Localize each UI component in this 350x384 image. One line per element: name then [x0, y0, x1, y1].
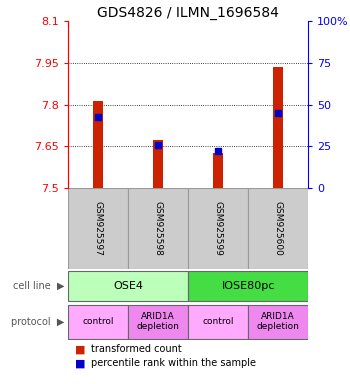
Bar: [68, 188, 128, 269]
Bar: [153, 139, 163, 188]
Bar: [68, 271, 188, 301]
Bar: [273, 67, 283, 188]
Bar: [68, 305, 128, 339]
Text: GSM925600: GSM925600: [274, 201, 282, 256]
Text: OSE4: OSE4: [113, 281, 143, 291]
Text: percentile rank within the sample: percentile rank within the sample: [91, 358, 256, 369]
Text: GSM925599: GSM925599: [214, 201, 223, 256]
Text: cell line  ▶: cell line ▶: [13, 281, 65, 291]
Bar: [93, 101, 103, 188]
Bar: [188, 305, 248, 339]
Text: protocol  ▶: protocol ▶: [11, 317, 65, 327]
Text: GSM925598: GSM925598: [154, 201, 163, 256]
Text: GSM925597: GSM925597: [94, 201, 103, 256]
Text: transformed count: transformed count: [91, 344, 182, 354]
Text: control: control: [83, 317, 114, 326]
Bar: [248, 305, 308, 339]
Text: ARID1A
depletion: ARID1A depletion: [137, 312, 180, 331]
Title: GDS4826 / ILMN_1696584: GDS4826 / ILMN_1696584: [97, 6, 279, 20]
Text: ■: ■: [75, 344, 86, 354]
Text: control: control: [202, 317, 234, 326]
Bar: [188, 188, 248, 269]
Text: ■: ■: [75, 358, 86, 369]
Bar: [213, 154, 223, 188]
Text: IOSE80pc: IOSE80pc: [222, 281, 275, 291]
Bar: [188, 271, 308, 301]
Bar: [128, 188, 188, 269]
Text: ARID1A
depletion: ARID1A depletion: [257, 312, 300, 331]
Bar: [128, 305, 188, 339]
Bar: [248, 188, 308, 269]
